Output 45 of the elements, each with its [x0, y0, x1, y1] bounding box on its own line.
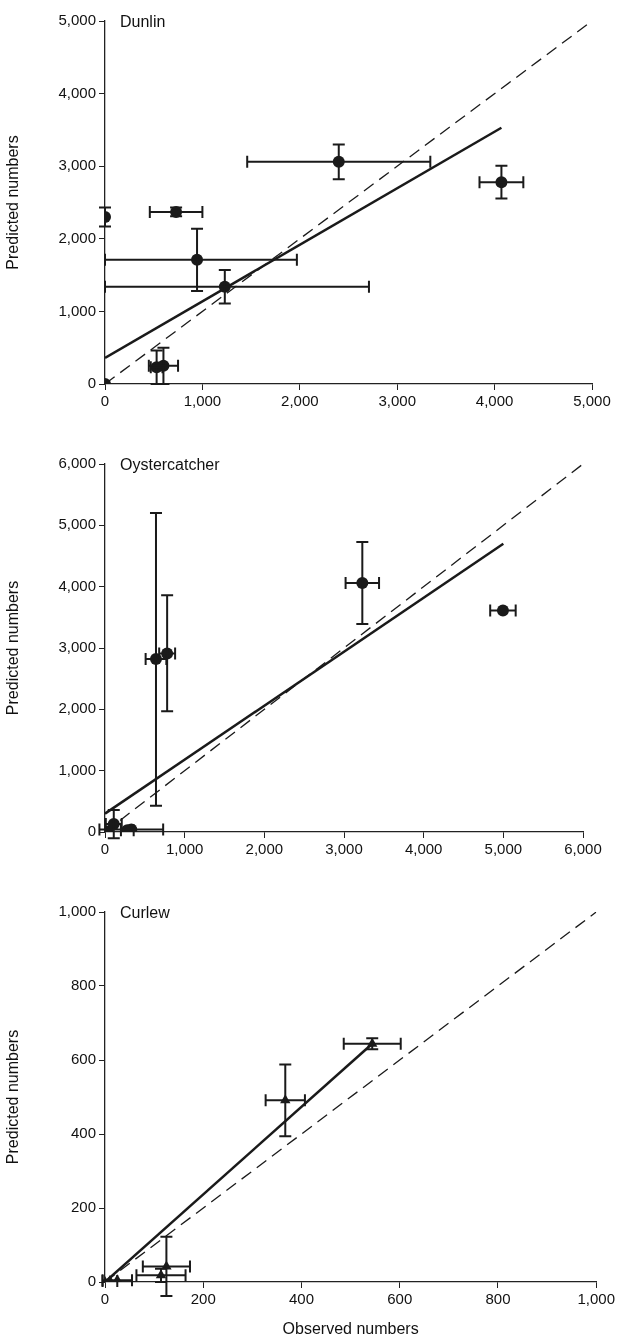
y-tick-label: 0	[87, 1272, 96, 1290]
chart-title: Dunlin	[120, 13, 166, 31]
x-tick-label: 2,000	[281, 392, 319, 410]
x-tick-label: 200	[190, 1290, 216, 1308]
y-tick-label: 4,000	[58, 83, 96, 101]
x-tick-label: 600	[387, 1290, 413, 1308]
x-tick-label: 2,000	[245, 840, 284, 858]
x-tick-label: 4,000	[475, 392, 514, 410]
x-tick-label: 1,000	[165, 840, 204, 858]
x-axis-title: Observed numbers	[282, 1319, 419, 1337]
y-axis-title: Predicted numbers	[4, 1029, 22, 1165]
y-tick-label: 600	[70, 1050, 96, 1068]
x-tick-label: 0	[100, 1290, 110, 1308]
x-tick-label: 4,000	[404, 840, 443, 858]
x-tick-label: 0	[100, 840, 110, 858]
y-tick-label: 1,000	[58, 760, 96, 778]
x-tick-label: 6,000	[564, 840, 602, 858]
y-tick-label: 5,000	[58, 515, 96, 533]
y-tick-label: 1,000	[58, 301, 96, 319]
y-tick-label: 800	[70, 976, 96, 994]
y-axis-title: Predicted numbers	[4, 135, 22, 270]
y-tick-label: 200	[70, 1198, 96, 1216]
chart-title: Curlew	[120, 904, 171, 922]
x-tick-label: 3,000	[378, 392, 416, 410]
y-tick-label: 3,000	[58, 638, 96, 656]
y-tick-label: 2,000	[58, 228, 96, 246]
y-tick-label: 2,000	[58, 699, 96, 717]
x-tick-label: 1,000	[577, 1290, 616, 1308]
y-tick-label: 4,000	[58, 576, 96, 594]
y-tick-label: 0	[87, 374, 96, 392]
y-tick-label: 400	[70, 1124, 96, 1142]
x-tick-label: 1,000	[183, 392, 222, 410]
y-axis-title: Predicted numbers	[4, 580, 22, 716]
x-tick-label: 5,000	[484, 840, 523, 858]
x-tick-label: 5,000	[573, 392, 611, 410]
x-tick-label: 400	[288, 1290, 315, 1308]
x-tick-label: 3,000	[325, 840, 363, 858]
y-tick-label: 1,000	[58, 902, 96, 920]
x-tick-label: 0	[100, 392, 110, 410]
y-tick-label: 0	[87, 822, 96, 840]
y-tick-label: 5,000	[58, 11, 96, 29]
y-tick-label: 6,000	[58, 454, 96, 472]
y-tick-label: 3,000	[58, 156, 96, 174]
x-tick-label: 800	[485, 1290, 511, 1308]
chart-title: Oystercatcher	[120, 456, 221, 474]
